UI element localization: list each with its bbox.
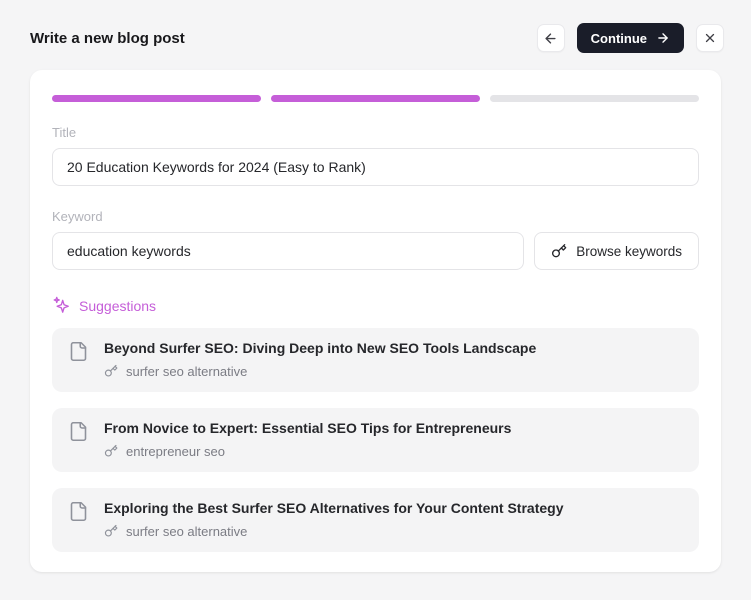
suggestion-title: Exploring the Best Surfer SEO Alternativ…: [104, 500, 564, 516]
progress-segment-2: [271, 95, 480, 102]
step-progress-bar: [52, 95, 699, 102]
suggestion-card[interactable]: From Novice to Expert: Essential SEO Tip…: [52, 408, 699, 472]
keyword-row: Browse keywords: [52, 232, 699, 270]
arrow-right-icon: [656, 31, 670, 45]
suggestion-content: From Novice to Expert: Essential SEO Tip…: [104, 420, 511, 459]
title-label: Title: [52, 125, 77, 140]
suggestion-keyword-row: entrepreneur seo: [104, 444, 511, 459]
page-title: Write a new blog post: [30, 29, 185, 47]
continue-button[interactable]: Continue: [576, 23, 684, 53]
suggestion-keyword-row: surfer seo alternative: [104, 524, 564, 539]
suggestion-content: Beyond Surfer SEO: Diving Deep into New …: [104, 340, 536, 379]
suggestion-keyword: surfer seo alternative: [126, 523, 248, 539]
suggestion-keyword: surfer seo alternative: [126, 363, 248, 379]
suggestion-card[interactable]: Beyond Surfer SEO: Diving Deep into New …: [52, 328, 699, 392]
close-button[interactable]: [696, 24, 724, 52]
key-icon: [104, 444, 118, 458]
keyword-input[interactable]: [52, 232, 525, 270]
key-icon: [104, 364, 118, 378]
progress-segment-1: [52, 95, 261, 102]
suggestion-list: Beyond Surfer SEO: Diving Deep into New …: [52, 328, 699, 552]
key-icon: [551, 243, 567, 259]
keyword-label: Keyword: [52, 209, 103, 224]
progress-segment-3: [490, 95, 699, 102]
suggestions-heading: Suggestions: [52, 296, 699, 315]
document-icon: [68, 421, 89, 442]
suggestion-content: Exploring the Best Surfer SEO Alternativ…: [104, 500, 564, 539]
close-icon: [703, 31, 717, 45]
key-icon: [104, 524, 118, 538]
continue-button-label: Continue: [590, 30, 647, 46]
suggestions-heading-label: Suggestions: [79, 297, 157, 314]
back-button[interactable]: [536, 24, 565, 52]
blog-post-modal: Title Keyword Browse keywords Suggestion…: [30, 70, 721, 572]
suggestion-title: From Novice to Expert: Essential SEO Tip…: [104, 420, 512, 436]
suggestion-keyword: entrepreneur seo: [126, 443, 226, 459]
dialog-header: Write a new blog post Continue: [0, 0, 751, 53]
document-icon: [68, 501, 89, 522]
title-input[interactable]: [52, 148, 699, 186]
sparkles-icon: [52, 296, 71, 315]
suggestion-card[interactable]: Exploring the Best Surfer SEO Alternativ…: [52, 488, 699, 552]
browse-keywords-button[interactable]: Browse keywords: [534, 232, 699, 270]
suggestion-title: Beyond Surfer SEO: Diving Deep into New …: [104, 340, 537, 356]
suggestion-keyword-row: surfer seo alternative: [104, 364, 536, 379]
document-icon: [68, 341, 89, 362]
browse-keywords-label: Browse keywords: [576, 243, 682, 259]
arrow-left-icon: [543, 31, 558, 46]
header-actions: Continue: [536, 23, 724, 53]
